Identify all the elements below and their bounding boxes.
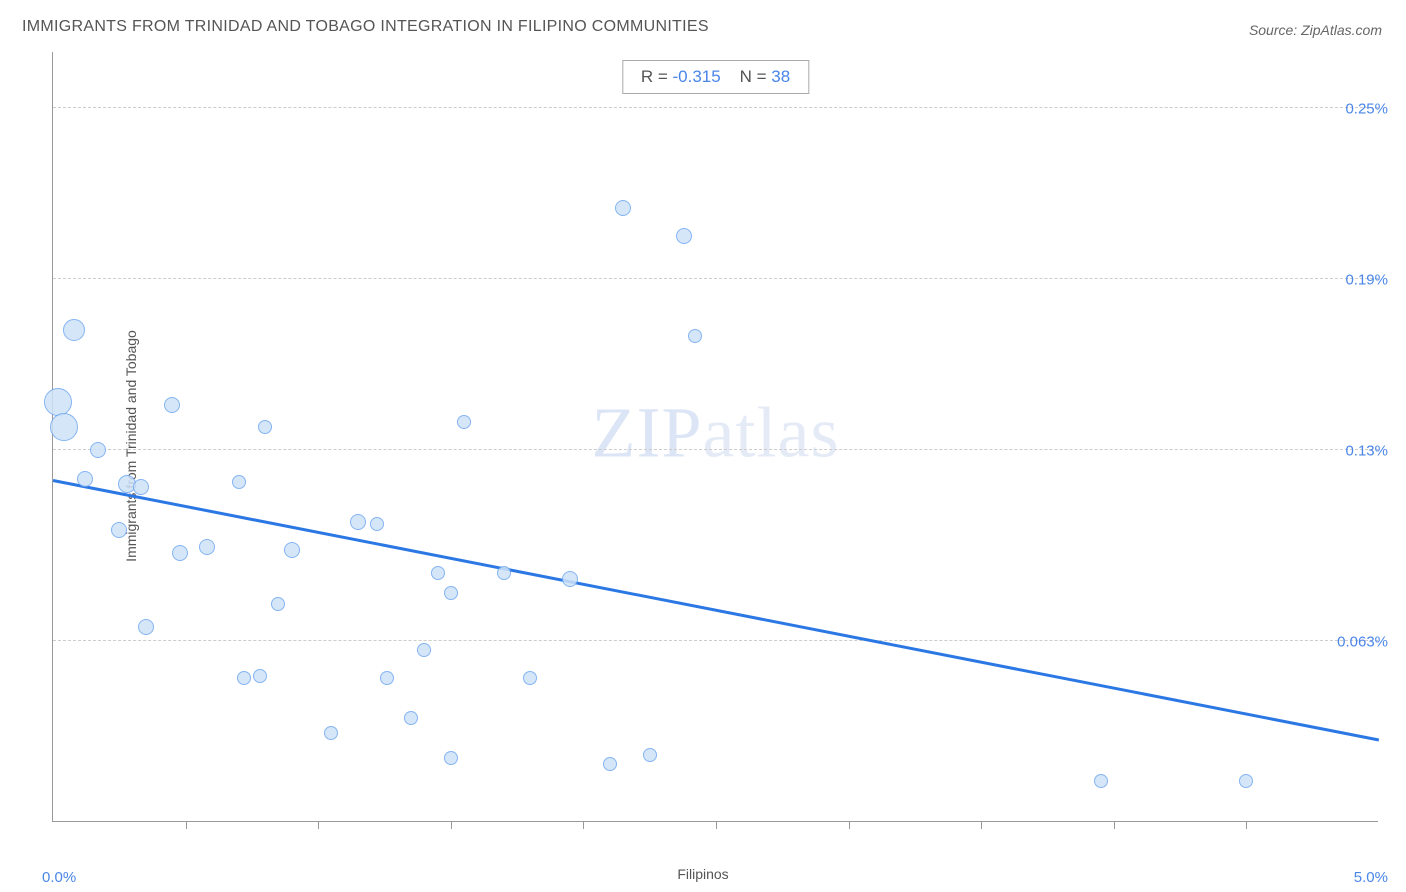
gridline	[53, 640, 1378, 641]
scatter-point	[562, 571, 578, 587]
gridline	[53, 278, 1378, 279]
scatter-point	[444, 586, 458, 600]
n-value: 38	[771, 67, 790, 86]
scatter-point	[232, 475, 246, 489]
scatter-point	[457, 415, 471, 429]
x-tick	[716, 821, 717, 829]
scatter-point	[284, 542, 300, 558]
r-value: -0.315	[672, 67, 720, 86]
scatter-point	[615, 200, 631, 216]
watermark-atlas: atlas	[703, 392, 840, 472]
scatter-point	[350, 514, 366, 530]
scatter-point	[603, 757, 617, 771]
scatter-point	[1239, 774, 1253, 788]
gridline	[53, 107, 1378, 108]
trend-line	[53, 479, 1380, 741]
x-tick	[583, 821, 584, 829]
watermark: ZIPatlas	[592, 391, 840, 474]
scatter-chart: ZIPatlas R = -0.315 N = 38	[52, 52, 1378, 822]
y-tick-label: 0.25%	[1345, 101, 1388, 118]
y-tick-label: 0.063%	[1337, 634, 1388, 651]
scatter-point	[417, 643, 431, 657]
x-tick	[451, 821, 452, 829]
source-attribution: Source: ZipAtlas.com	[1249, 22, 1382, 38]
scatter-point	[253, 669, 267, 683]
scatter-point	[404, 711, 418, 725]
scatter-point	[380, 671, 394, 685]
scatter-point	[133, 479, 149, 495]
gridline	[53, 449, 1378, 450]
x-tick	[318, 821, 319, 829]
scatter-point	[688, 329, 702, 343]
x-tick	[981, 821, 982, 829]
x-tick	[849, 821, 850, 829]
scatter-point	[271, 597, 285, 611]
n-label: N =	[740, 67, 767, 86]
scatter-point	[172, 545, 188, 561]
scatter-point	[111, 522, 127, 538]
scatter-point	[497, 566, 511, 580]
y-tick-label: 0.19%	[1345, 272, 1388, 289]
r-label: R =	[641, 67, 668, 86]
scatter-point	[90, 442, 106, 458]
scatter-point	[643, 748, 657, 762]
scatter-point	[1094, 774, 1108, 788]
chart-title: IMMIGRANTS FROM TRINIDAD AND TOBAGO INTE…	[22, 18, 709, 36]
x-tick	[1114, 821, 1115, 829]
scatter-point	[164, 397, 180, 413]
scatter-point	[199, 539, 215, 555]
y-tick-label: 0.13%	[1345, 443, 1388, 460]
scatter-point	[44, 388, 72, 416]
scatter-point	[237, 671, 251, 685]
scatter-point	[444, 751, 458, 765]
x-min-label: 0.0%	[42, 869, 76, 886]
scatter-point	[676, 228, 692, 244]
scatter-point	[63, 319, 85, 341]
x-tick	[1246, 821, 1247, 829]
x-max-label: 5.0%	[1354, 869, 1388, 886]
scatter-point	[370, 517, 384, 531]
scatter-point	[77, 471, 93, 487]
scatter-point	[258, 420, 272, 434]
scatter-point	[50, 413, 78, 441]
stats-box: R = -0.315 N = 38	[622, 60, 809, 94]
x-tick	[186, 821, 187, 829]
x-axis-label: Filipinos	[677, 866, 728, 882]
scatter-point	[431, 566, 445, 580]
scatter-point	[138, 619, 154, 635]
scatter-point	[324, 726, 338, 740]
scatter-point	[523, 671, 537, 685]
watermark-zip: ZIP	[592, 392, 703, 472]
